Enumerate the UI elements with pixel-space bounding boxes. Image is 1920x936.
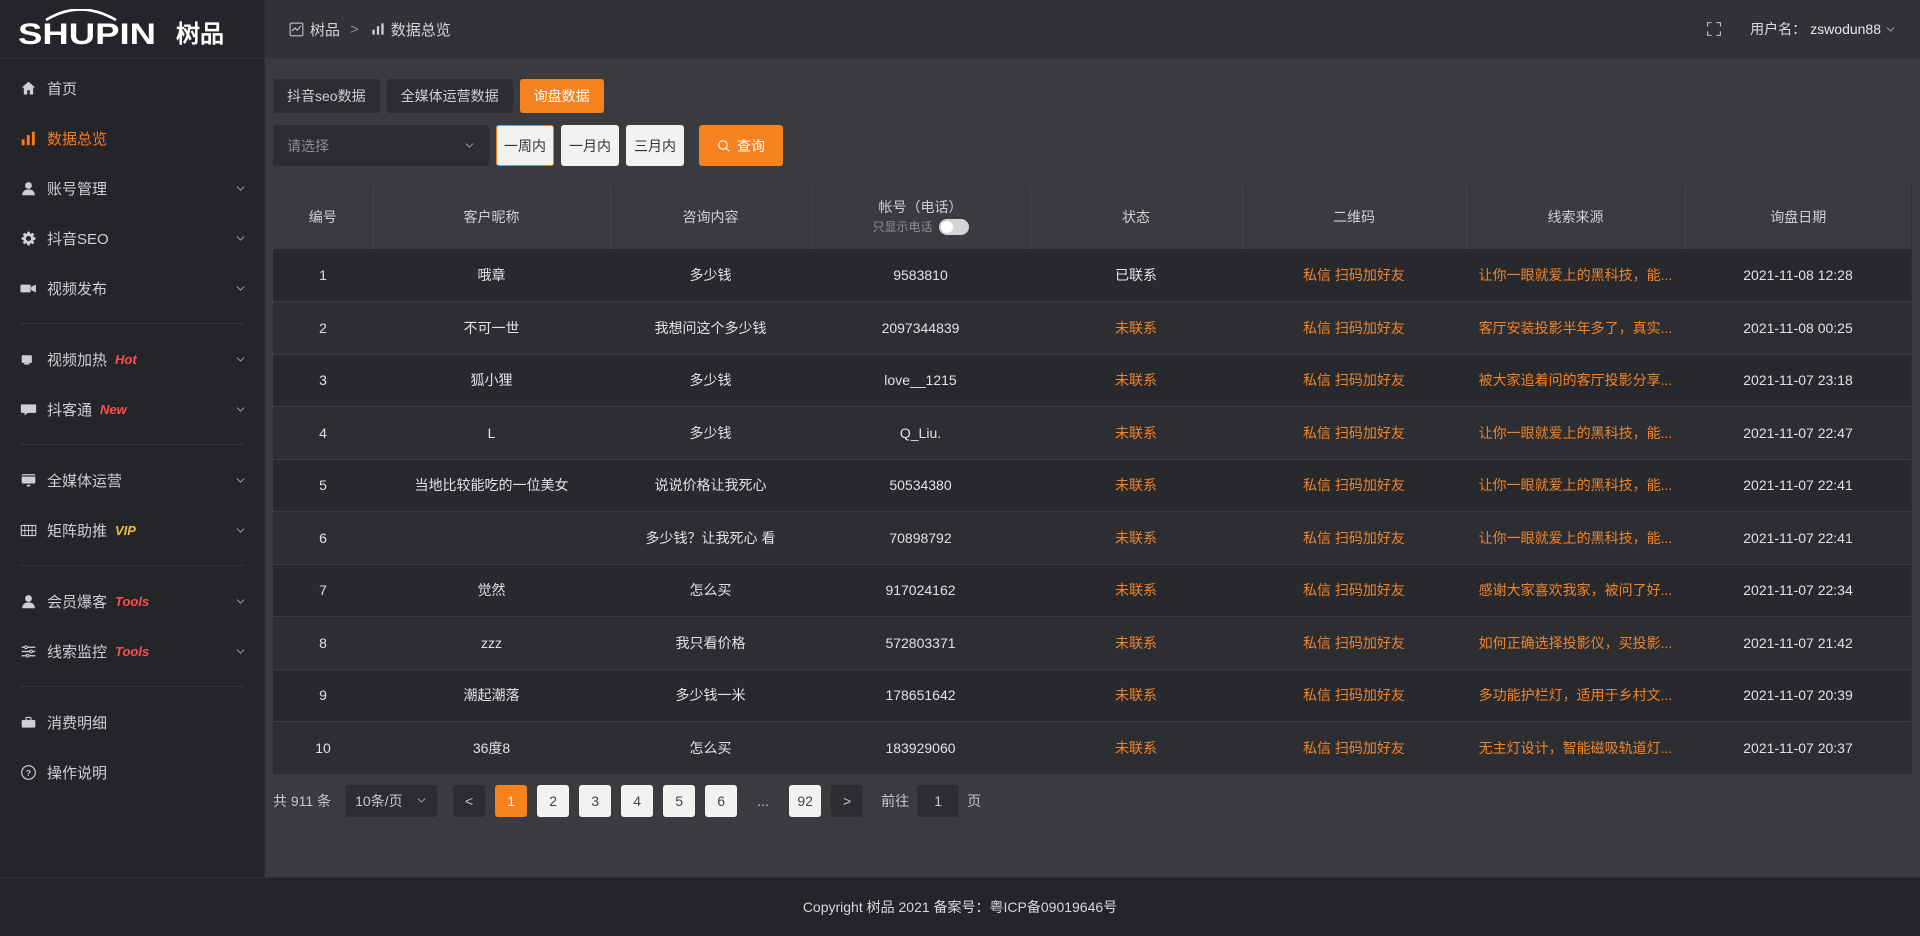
svg-text:树品: 树品 [176, 21, 224, 48]
svg-text:SHUPIN: SHUPIN [18, 18, 156, 49]
svg-text:?: ? [26, 767, 31, 777]
